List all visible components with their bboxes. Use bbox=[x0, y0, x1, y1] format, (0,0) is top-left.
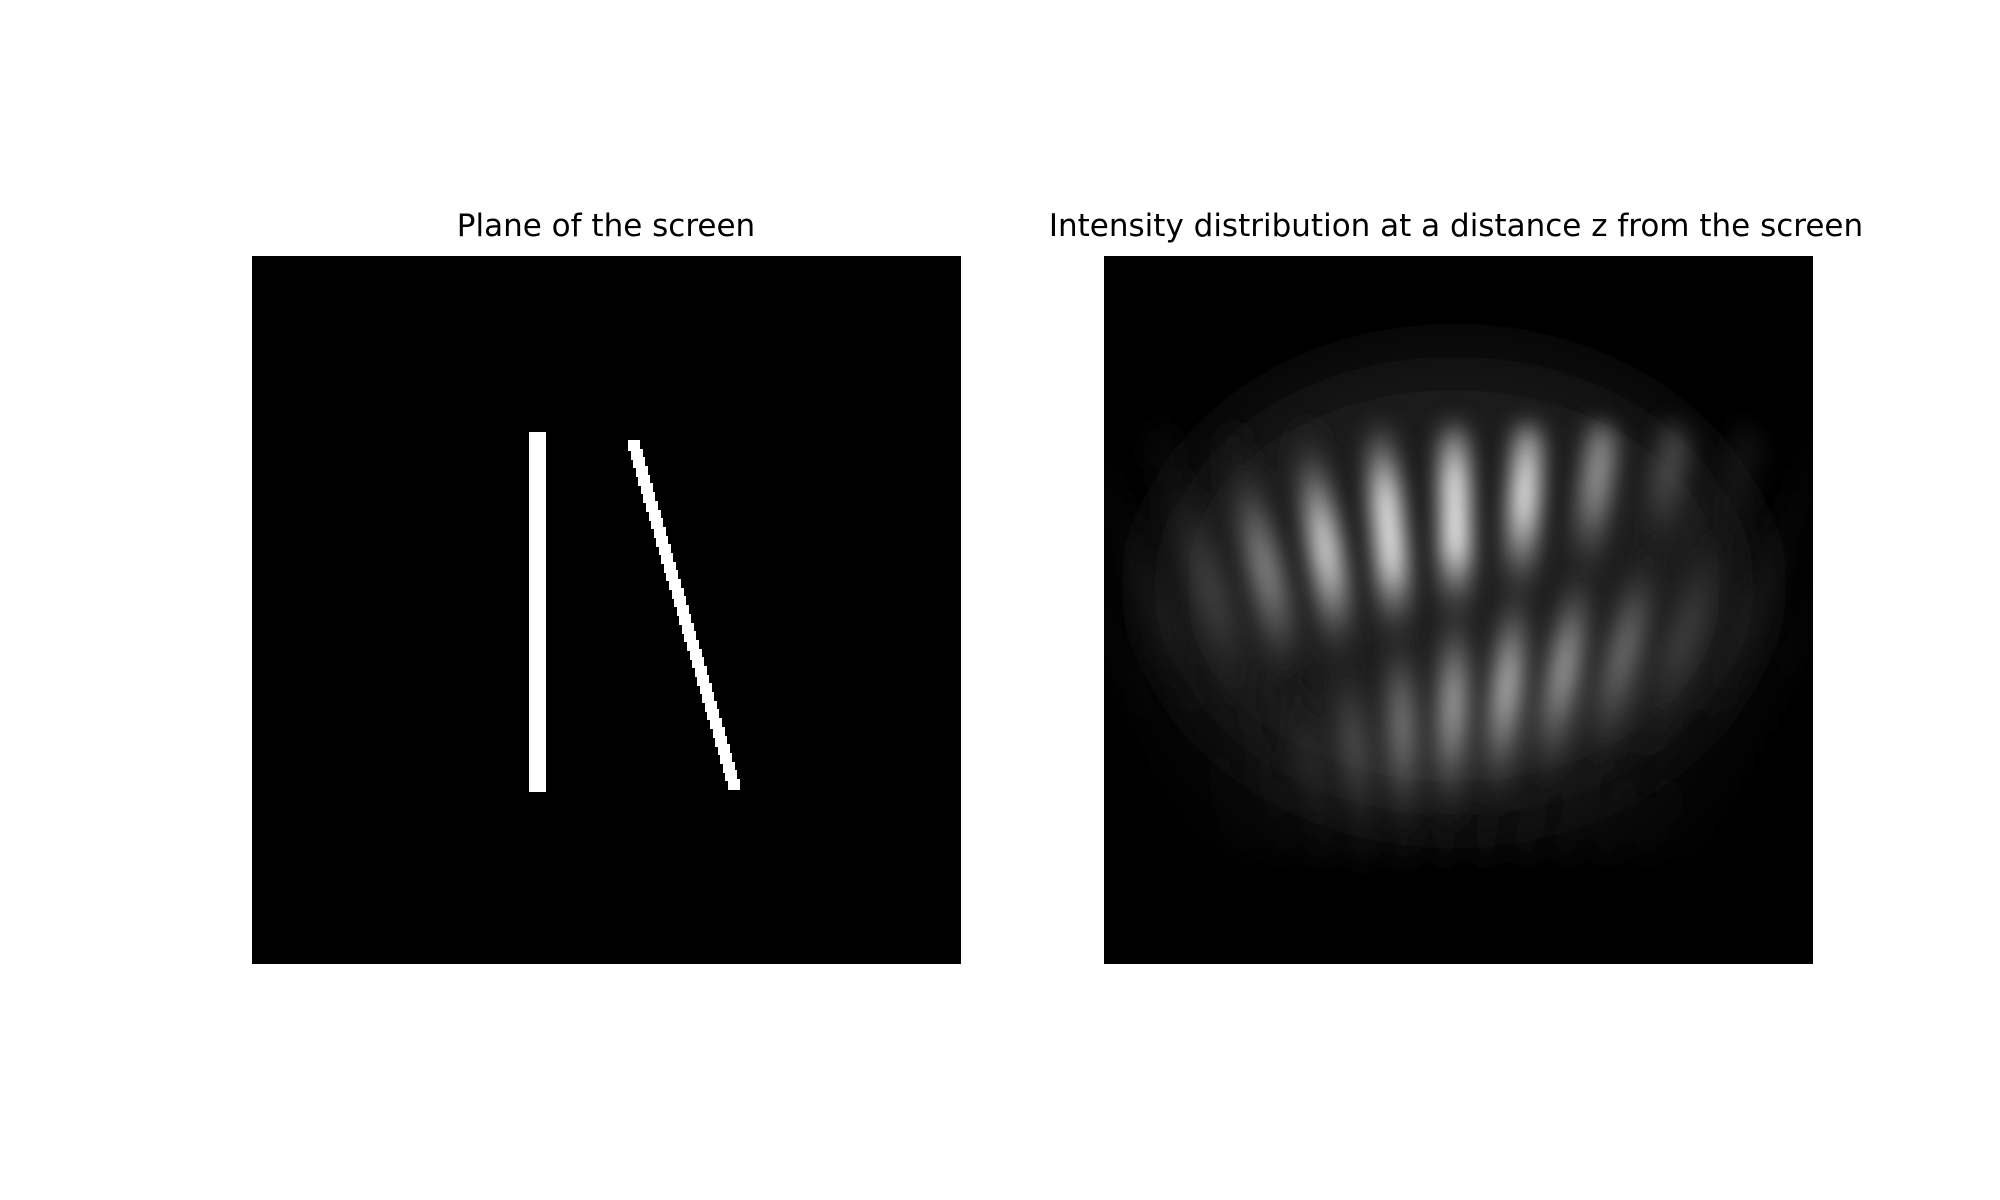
fringe-blob bbox=[1670, 819, 1705, 865]
tilted-slit-segment bbox=[631, 449, 643, 460]
left-panel-title: Plane of the screen bbox=[456, 208, 756, 244]
tilted-slit-segment bbox=[697, 675, 709, 686]
tilted-slit-segment bbox=[715, 736, 727, 747]
tilted-slit-segment bbox=[674, 596, 686, 607]
fringe-blob bbox=[1470, 818, 1501, 866]
tilted-slit-segment bbox=[692, 657, 704, 668]
tilted-slit-segment bbox=[723, 762, 735, 773]
tilted-slit-segment bbox=[651, 518, 663, 529]
tilted-slit-segment bbox=[628, 440, 640, 451]
tilted-slit-segment bbox=[641, 483, 653, 494]
tilted-slit-segment bbox=[718, 744, 730, 755]
fringe-blob bbox=[1630, 818, 1664, 866]
fringe-blob bbox=[1227, 818, 1260, 866]
tilted-slit-segment bbox=[666, 570, 678, 581]
tilted-slit-segment bbox=[661, 553, 673, 564]
fringe-blob bbox=[1510, 818, 1542, 866]
right-panel-title: Intensity distribution at a distance z f… bbox=[1048, 208, 1864, 244]
tilted-slit-segment bbox=[643, 492, 655, 503]
screen-plane-svg bbox=[252, 256, 961, 964]
fringe-blob bbox=[1308, 818, 1340, 866]
tilted-slit-segment bbox=[646, 501, 658, 512]
tilted-slit-segment bbox=[633, 457, 645, 468]
tilted-slit-segment bbox=[720, 753, 732, 764]
tilted-slit-segment bbox=[636, 466, 648, 477]
tilted-slit-segment bbox=[654, 527, 666, 538]
tilted-slit-segment bbox=[664, 562, 676, 573]
tilted-slit-segment bbox=[713, 727, 725, 738]
fringe-blob bbox=[1267, 818, 1300, 866]
tilted-slit-segment bbox=[679, 614, 691, 625]
tilted-slit-segment bbox=[728, 779, 740, 790]
tilted-slit-segment bbox=[649, 510, 661, 521]
fringe-blob bbox=[1349, 818, 1380, 866]
tilted-slit-segment bbox=[702, 692, 714, 703]
tilted-slit-segment bbox=[638, 475, 650, 486]
fringe-blob bbox=[1430, 818, 1461, 866]
fringe-blob bbox=[1590, 818, 1623, 866]
tilted-slit-segment bbox=[695, 666, 707, 677]
tilted-slit-segment bbox=[672, 588, 684, 599]
tilted-slit-segment bbox=[677, 605, 689, 616]
interference-fringes bbox=[1104, 422, 1813, 866]
vertical-slit bbox=[529, 432, 546, 792]
tilted-slit-segment bbox=[684, 631, 696, 642]
tilted-slit-segment bbox=[687, 640, 699, 651]
fringe-blob bbox=[1186, 819, 1220, 865]
screen-background bbox=[252, 256, 961, 964]
tilted-slit-segment bbox=[700, 683, 712, 694]
tilted-slit-segment bbox=[690, 649, 702, 660]
tilted-slit-segment bbox=[710, 718, 722, 729]
intensity-svg bbox=[1104, 256, 1813, 964]
tilted-slit-segment bbox=[669, 579, 681, 590]
fringe-blob bbox=[1550, 818, 1582, 866]
tilted-slit-segment bbox=[705, 701, 717, 712]
tilted-slit-segment bbox=[659, 544, 671, 555]
tilted-slit-segment bbox=[682, 623, 694, 634]
tilted-slit bbox=[628, 440, 740, 790]
screen-plane-image bbox=[252, 256, 961, 964]
tilted-slit-segment bbox=[725, 770, 737, 781]
tilted-slit-segment bbox=[656, 536, 668, 547]
fringe-blob bbox=[1389, 818, 1420, 866]
tilted-slit-segment bbox=[707, 709, 719, 720]
intensity-pattern-image bbox=[1104, 256, 1813, 964]
